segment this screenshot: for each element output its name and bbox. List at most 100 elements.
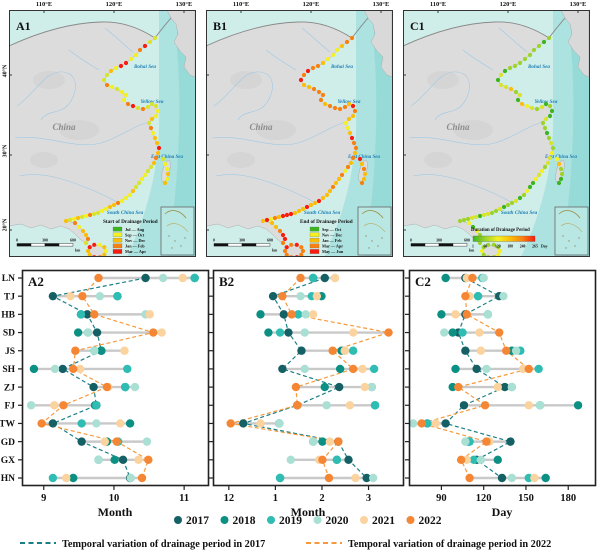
drainage-dot xyxy=(63,218,69,224)
data-point-2022 xyxy=(494,328,504,337)
drainage-dot xyxy=(466,220,472,226)
drainage-dot xyxy=(507,65,513,71)
drainage-dot xyxy=(123,195,129,201)
scalebar-segment xyxy=(438,243,454,247)
data-point-2018 xyxy=(29,364,39,374)
lon-tick-label: 120°E xyxy=(105,1,123,8)
drainage-dot xyxy=(296,208,302,214)
data-point-2021 xyxy=(66,291,75,301)
data-point-2017 xyxy=(89,382,98,392)
data-point-2021 xyxy=(50,401,59,410)
drainage-dot xyxy=(349,135,355,141)
drainage-dot xyxy=(87,212,93,218)
legend-gradient-bar xyxy=(472,235,536,242)
data-point-2017 xyxy=(77,437,86,446)
data-point-2020 xyxy=(322,401,331,410)
data-point-2022 xyxy=(78,291,87,301)
drainage-dot xyxy=(153,103,159,109)
hillshade xyxy=(227,152,255,168)
map-frame xyxy=(206,10,393,257)
x-tick-label: 3 xyxy=(366,493,371,504)
data-point-2021 xyxy=(62,473,71,483)
legend-dot-2018 xyxy=(220,516,229,524)
drainage-dot xyxy=(83,213,89,219)
data-point-2021 xyxy=(256,419,265,428)
drainage-dot xyxy=(546,35,552,41)
drainage-dot xyxy=(351,140,357,146)
drainage-dot xyxy=(306,84,312,90)
drainage-dot xyxy=(148,125,154,131)
scalebar-label: 600 xyxy=(267,239,273,243)
data-point-2022 xyxy=(71,346,80,355)
trajectory-2017 xyxy=(444,277,513,479)
drainage-dot xyxy=(67,217,73,223)
data-point-2021 xyxy=(348,328,358,337)
drainage-dot xyxy=(359,180,365,186)
drainage-dot xyxy=(119,198,125,204)
drainage-dot xyxy=(311,86,317,92)
data-point-2022 xyxy=(291,382,301,392)
drainage-dot xyxy=(315,63,321,69)
data-point-2018 xyxy=(448,328,457,337)
hillshade xyxy=(453,120,493,140)
x-tick-label: 180 xyxy=(560,493,576,504)
river xyxy=(215,174,317,204)
data-point-2018 xyxy=(69,473,78,483)
x-tick-label: 9 xyxy=(41,493,46,504)
scalebar-label: 600 xyxy=(70,239,76,243)
drainage-dot xyxy=(164,166,170,172)
drainage-dot xyxy=(104,82,110,88)
data-point-2017 xyxy=(83,310,92,319)
data-point-2020 xyxy=(50,364,60,374)
scalebar-label: 600 xyxy=(464,239,470,243)
data-point-2017 xyxy=(441,419,450,428)
drainage-dot xyxy=(503,84,509,90)
axis-title: Month xyxy=(98,505,133,519)
drainage-dot xyxy=(495,77,501,83)
drainage-dot xyxy=(479,248,485,254)
scalebar-unit: km xyxy=(75,249,81,253)
country-label: China xyxy=(446,122,470,132)
scalebar-segment xyxy=(424,243,440,247)
data-point-2020 xyxy=(535,401,545,410)
drainage-dot xyxy=(474,228,480,234)
data-point-2022 xyxy=(296,273,305,283)
data-point-2022 xyxy=(461,291,470,301)
drainage-dot xyxy=(155,150,161,156)
data-point-2019 xyxy=(348,346,358,355)
drainage-dot xyxy=(288,211,294,217)
river xyxy=(18,174,120,204)
drainage-dot xyxy=(324,192,330,198)
drainage-dot xyxy=(334,47,340,53)
drainage-dot xyxy=(350,113,356,119)
drainage-dot xyxy=(316,198,322,204)
drainage-dot xyxy=(498,82,504,88)
data-point-2017 xyxy=(459,401,469,410)
lat-tick-label: 30°N xyxy=(2,144,9,158)
data-point-2021 xyxy=(120,346,129,355)
river xyxy=(68,49,100,71)
data-point-2021 xyxy=(431,419,440,428)
x-tick-label: 12 xyxy=(224,493,235,504)
drainage-dot xyxy=(544,130,550,136)
drainage-dot xyxy=(345,164,351,170)
x-tick-label: 90 xyxy=(436,493,447,504)
data-point-2021 xyxy=(312,291,322,301)
drainage-dot xyxy=(308,202,314,208)
legend-year-label: 2018 xyxy=(233,515,256,527)
data-point-2018 xyxy=(264,328,273,337)
drainage-dot xyxy=(300,206,306,212)
data-point-2020 xyxy=(511,346,521,355)
inset-map xyxy=(357,206,392,256)
drainage-dot xyxy=(493,208,499,214)
drainage-dot xyxy=(264,217,270,223)
river xyxy=(498,27,528,53)
inset-islet xyxy=(377,245,379,247)
scalebar-segment xyxy=(58,243,74,247)
data-point-2021 xyxy=(134,455,143,465)
data-point-2019 xyxy=(92,401,101,410)
data-point-2017 xyxy=(500,382,510,392)
data-point-2022 xyxy=(293,401,302,410)
drainage-dot xyxy=(549,108,555,114)
drainage-dot xyxy=(139,176,145,182)
